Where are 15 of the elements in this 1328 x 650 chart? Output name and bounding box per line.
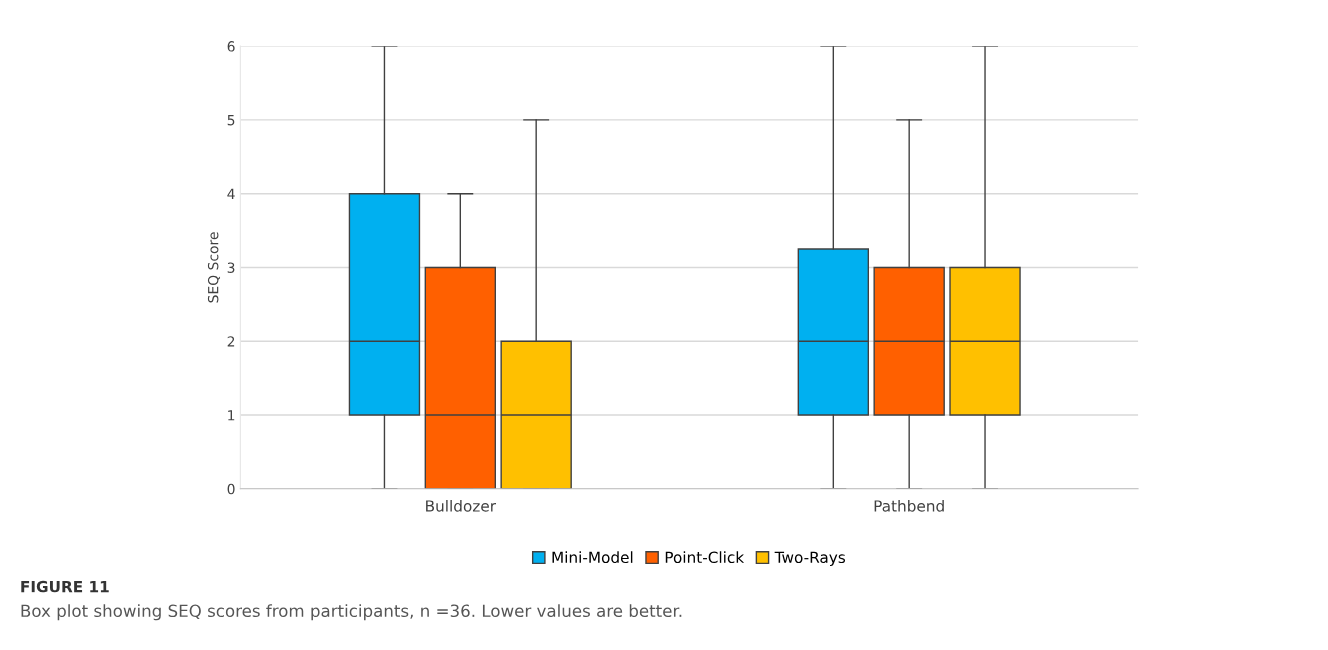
text: Box plot showing SEQ scores from participants, n =36. Lower values are better. xyxy=(21,604,682,621)
x-tick-label: Pathbend xyxy=(874,499,944,512)
legend-label: Mini-Model xyxy=(552,551,633,564)
caption: FIGURE 11 xyxy=(21,580,109,593)
y-tick-label: 2 xyxy=(227,336,235,347)
x-tick-label: Bulldozer xyxy=(426,499,497,512)
y-axis-title: SEQ Score xyxy=(207,232,221,303)
y-tick-label: 6 xyxy=(227,41,235,52)
y-tick-label: 3 xyxy=(227,262,235,273)
y-tick-label: 4 xyxy=(227,188,235,199)
legend-label: Point-Click xyxy=(665,551,745,564)
y-tick-label: 1 xyxy=(228,410,235,421)
y-tick-label: 0 xyxy=(227,483,235,495)
legend-label: Two-Rays xyxy=(774,551,846,567)
y-tick-label: 5 xyxy=(227,115,235,126)
